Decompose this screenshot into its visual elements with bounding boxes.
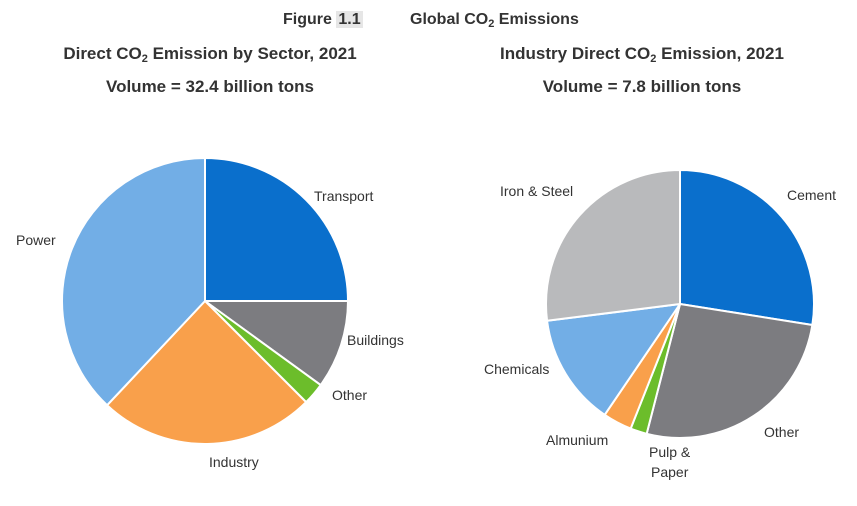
figure-title: Global CO2 Emissions [410, 11, 579, 30]
left-chart-subtitle: Volume = 32.4 billion tons [106, 77, 314, 96]
right-pie-label-chemicals: Chemicals [484, 361, 549, 377]
left-chart-title-line: Direct CO2 Emission by Sector, 2021 [63, 44, 357, 65]
right-pie-label-other: Other [764, 424, 799, 440]
right-pie-label-almunium: Almunium [546, 432, 608, 448]
right-pie-slice-iron-steel [545, 169, 681, 322]
right-pie-slice-other [645, 303, 814, 439]
right-pie-slice-chemicals [546, 303, 681, 416]
right-pie-label-pulp-paper: Pulp & Paper [649, 444, 691, 480]
left-chart-title: Direct CO2 Emission by Sector, 2021 Volu… [30, 40, 390, 100]
right-chart-subtitle: Volume = 7.8 billion tons [542, 77, 742, 96]
left-pie-chart: Transport Buildings Other Industry Power [16, 157, 404, 470]
left-pie-slice-power [61, 157, 206, 407]
right-pie-chart: Cement Other Pulp & Paper Almunium Chemicals I… [484, 169, 836, 480]
right-pie-label-cement: Cement [787, 187, 836, 203]
left-pie-slice-buildings [204, 300, 349, 387]
left-pie-slice-industry [106, 300, 308, 445]
left-pie-label-other: Other [332, 387, 367, 403]
figure-header: Figure 1.1 Global CO2 Emissions [0, 11, 857, 35]
figure-label: Figure 1.1 [283, 11, 363, 28]
left-pie-label-transport: Transport [314, 188, 374, 204]
figure-number: 1.1 [336, 11, 363, 28]
right-pie-label-iron-steel: Iron & Steel [500, 183, 573, 199]
right-chart-title: Industry Direct CO2 Emission, 2021 Volum… [462, 40, 822, 100]
right-pie-slice-cement [679, 169, 815, 326]
left-pie-label-buildings: Buildings [347, 332, 404, 348]
right-chart-title-line: Industry Direct CO2 Emission, 2021 [500, 44, 784, 65]
left-pie-label-industry: Industry [209, 454, 259, 470]
left-pie-label-power: Power [16, 232, 56, 248]
left-pie-slice-transport [204, 157, 349, 302]
